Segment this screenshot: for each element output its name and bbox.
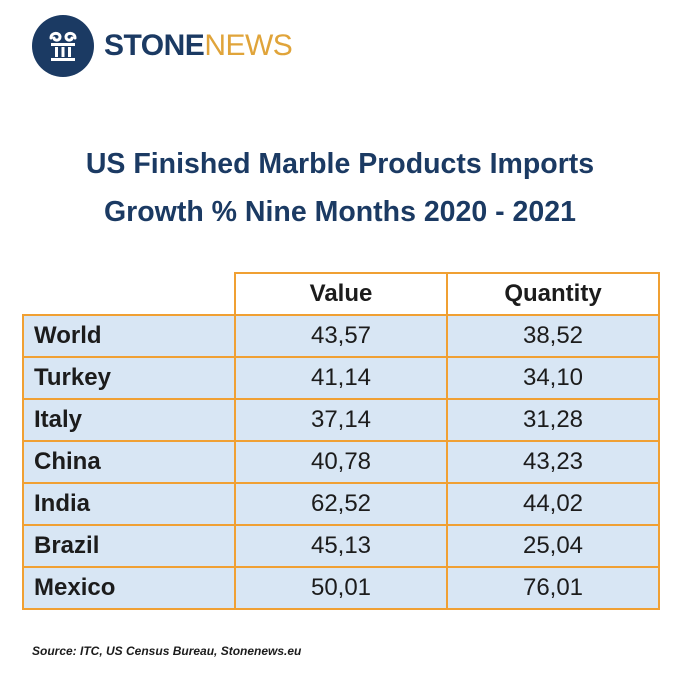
value-cell: 45,13	[234, 524, 448, 568]
row-label: Italy	[22, 398, 236, 442]
brand-name-bold: STONE	[104, 29, 205, 62]
row-label: World	[22, 314, 236, 358]
quantity-cell: 76,01	[446, 566, 660, 610]
row-label: Mexico	[22, 566, 236, 610]
chart-title: US Finished Marble Products Imports Grow…	[0, 140, 680, 236]
quantity-cell: 38,52	[446, 314, 660, 358]
quantity-cell: 44,02	[446, 482, 660, 526]
quantity-cell: 25,04	[446, 524, 660, 568]
data-table: Value Quantity World 43,57 38,52 Turkey …	[22, 272, 660, 610]
brand-logo: STONENEWS	[32, 14, 293, 78]
value-cell: 40,78	[234, 440, 448, 484]
stone-column-icon	[32, 15, 94, 77]
quantity-cell: 34,10	[446, 356, 660, 400]
quantity-cell: 43,23	[446, 440, 660, 484]
chart-title-line-1: US Finished Marble Products Imports	[85, 148, 595, 180]
table-corner-cell	[23, 273, 236, 316]
table-row: Italy 37,14 31,28	[22, 398, 660, 442]
row-label: Turkey	[22, 356, 236, 400]
row-label: China	[22, 440, 236, 484]
value-cell: 62,52	[234, 482, 448, 526]
brand-wordmark: STONENEWS	[104, 29, 293, 62]
table-row: China 40,78 43,23	[22, 440, 660, 484]
column-header-value: Value	[234, 272, 448, 316]
value-cell: 50,01	[234, 566, 448, 610]
table-row: World 43,57 38,52	[22, 314, 660, 358]
quantity-cell: 31,28	[446, 398, 660, 442]
column-header-quantity: Quantity	[446, 272, 660, 316]
table-header-row: Value Quantity	[23, 272, 660, 316]
table-row: Mexico 50,01 76,01	[22, 566, 660, 610]
table-row: India 62,52 44,02	[22, 482, 660, 526]
table-row: Brazil 45,13 25,04	[22, 524, 660, 568]
value-cell: 41,14	[234, 356, 448, 400]
source-note: Source: ITC, US Census Bureau, Stonenews…	[32, 644, 302, 658]
row-label: India	[22, 482, 236, 526]
chart-title-line-2: Growth % Nine Months 2020 - 2021	[104, 196, 576, 228]
table-row: Turkey 41,14 34,10	[22, 356, 660, 400]
brand-name-light: NEWS	[204, 29, 293, 62]
value-cell: 37,14	[234, 398, 448, 442]
row-label: Brazil	[22, 524, 236, 568]
value-cell: 43,57	[234, 314, 448, 358]
